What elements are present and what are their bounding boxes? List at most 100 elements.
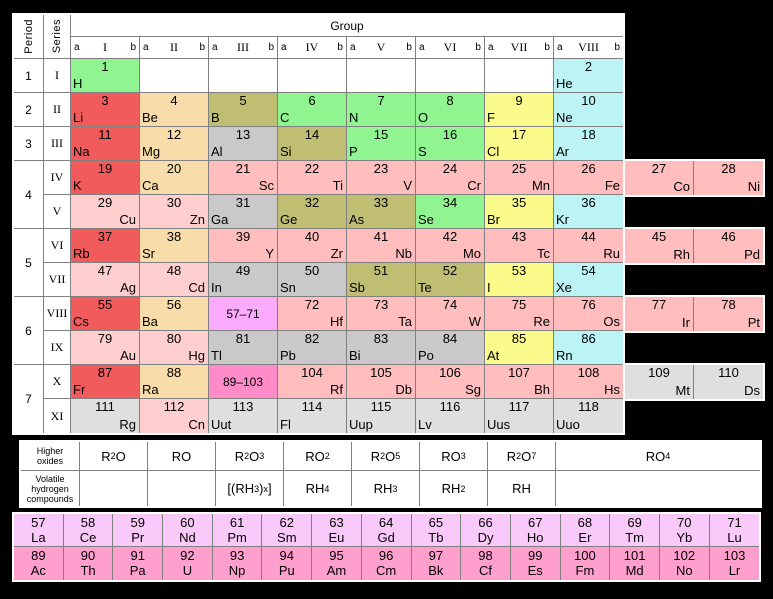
element-in[interactable]: 49 In [209,263,278,297]
element-na[interactable]: 11 Na [71,127,140,161]
element-se[interactable]: 34 Se [416,195,485,229]
element-hs[interactable]: 108 Hs [554,365,623,399]
element-la[interactable]: 57 La [14,514,64,547]
element-cs[interactable]: 55 Cs [71,297,140,331]
element-co[interactable]: 27 Co [625,161,694,195]
element-ca[interactable]: 20 Ca [140,161,209,195]
element-fm[interactable]: 100 Fm [560,547,611,580]
element-zr[interactable]: 40 Zr [278,229,347,263]
element-tb[interactable]: 65 Tb [411,514,462,547]
element-ag[interactable]: 47 Ag [71,263,140,297]
element-kr[interactable]: 36 Kr [554,195,623,229]
element-pu[interactable]: 94 Pu [262,547,313,580]
element-nb[interactable]: 41 Nb [347,229,416,263]
element-cm[interactable]: 96 Cm [361,547,412,580]
element-cn[interactable]: 112 Cn [140,399,209,433]
element-pb[interactable]: 82 Pb [278,331,347,365]
element-eu[interactable]: 63 Eu [312,514,362,547]
element-ti[interactable]: 22 Ti [278,161,347,195]
element-tm[interactable]: 69 Tm [610,514,660,547]
element-lr[interactable]: 103 Lr [709,547,760,580]
element-sb[interactable]: 51 Sb [347,263,416,297]
element-ac[interactable]: 89 Ac [14,547,64,580]
element-pd[interactable]: 46 Pd [694,229,763,263]
element-tc[interactable]: 43 Tc [485,229,554,263]
element-am[interactable]: 95 Am [312,547,362,580]
element-xe[interactable]: 54 Xe [554,263,623,297]
element-s[interactable]: 16 S [416,127,485,161]
element-lv[interactable]: 116 Lv [416,399,485,433]
element-at[interactable]: 85 At [485,331,554,365]
element-si[interactable]: 14 Si [278,127,347,161]
element-cf[interactable]: 98 Cf [461,547,511,580]
element-bk[interactable]: 97 Bk [411,547,462,580]
element-uup[interactable]: 115 Uup [347,399,416,433]
element-mn[interactable]: 25 Mn [485,161,554,195]
element-al[interactable]: 13 Al [209,127,278,161]
element-ga[interactable]: 31 Ga [209,195,278,229]
element-es[interactable]: 99 Es [510,547,561,580]
element-br[interactable]: 35 Br [485,195,554,229]
element-p[interactable]: 15 P [347,127,416,161]
element-sm[interactable]: 62 Sm [262,514,313,547]
element-rn[interactable]: 86 Rn [554,331,623,365]
element-uuo[interactable]: 118 Uuo [554,399,623,433]
element-rb[interactable]: 37 Rb [71,229,140,263]
element-pt[interactable]: 78 Pt [694,297,763,331]
element-he[interactable]: 2 He [554,59,623,93]
element-w[interactable]: 74 W [416,297,485,331]
element-uut[interactable]: 113 Uut [209,399,278,433]
element-pa[interactable]: 91 Pa [113,547,164,580]
element-hf[interactable]: 72 Hf [278,297,347,331]
element-au[interactable]: 79 Au [71,331,140,365]
element-mt[interactable]: 109 Mt [625,365,694,399]
element-ce[interactable]: 58 Ce [63,514,114,547]
element-er[interactable]: 68 Er [560,514,611,547]
element-ge[interactable]: 32 Ge [278,195,347,229]
element-rf[interactable]: 104 Rf [278,365,347,399]
element-no[interactable]: 102 No [659,547,710,580]
actinide-range-cell[interactable]: 89–103 [209,365,278,399]
element-ta[interactable]: 73 Ta [347,297,416,331]
element-k[interactable]: 19 K [71,161,140,195]
element-yb[interactable]: 70 Yb [659,514,710,547]
element-fl[interactable]: 114 Fl [278,399,347,433]
element-fr[interactable]: 87 Fr [71,365,140,399]
element-sn[interactable]: 50 Sn [278,263,347,297]
element-sg[interactable]: 106 Sg [416,365,485,399]
element-ar[interactable]: 18 Ar [554,127,623,161]
element-ne[interactable]: 10 Ne [554,93,623,127]
element-db[interactable]: 105 Db [347,365,416,399]
lanthanide-range-cell[interactable]: 57–71 [209,297,278,331]
element-mo[interactable]: 42 Mo [416,229,485,263]
element-ni[interactable]: 28 Ni [694,161,763,195]
element-cu[interactable]: 29 Cu [71,195,140,229]
element-sr[interactable]: 38 Sr [140,229,209,263]
element-pr[interactable]: 59 Pr [113,514,164,547]
element-y[interactable]: 39 Y [209,229,278,263]
element-ho[interactable]: 67 Ho [510,514,561,547]
element-cd[interactable]: 48 Cd [140,263,209,297]
element-i[interactable]: 53 I [485,263,554,297]
element-u[interactable]: 92 U [163,547,213,580]
element-cr[interactable]: 24 Cr [416,161,485,195]
element-po[interactable]: 84 Po [416,331,485,365]
element-re[interactable]: 75 Re [485,297,554,331]
element-th[interactable]: 90 Th [63,547,114,580]
element-bi[interactable]: 83 Bi [347,331,416,365]
element-v[interactable]: 23 V [347,161,416,195]
element-dy[interactable]: 66 Dy [461,514,511,547]
element-pm[interactable]: 61 Pm [212,514,263,547]
element-li[interactable]: 3 Li [71,93,140,127]
element-gd[interactable]: 64 Gd [361,514,412,547]
element-hg[interactable]: 80 Hg [140,331,209,365]
element-be[interactable]: 4 Be [140,93,209,127]
element-fe[interactable]: 26 Fe [554,161,623,195]
element-ra[interactable]: 88 Ra [140,365,209,399]
element-zn[interactable]: 30 Zn [140,195,209,229]
